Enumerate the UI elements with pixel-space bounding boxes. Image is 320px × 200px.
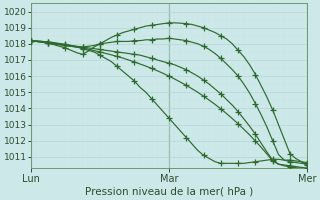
X-axis label: Pression niveau de la mer( hPa ): Pression niveau de la mer( hPa ): [85, 187, 253, 197]
